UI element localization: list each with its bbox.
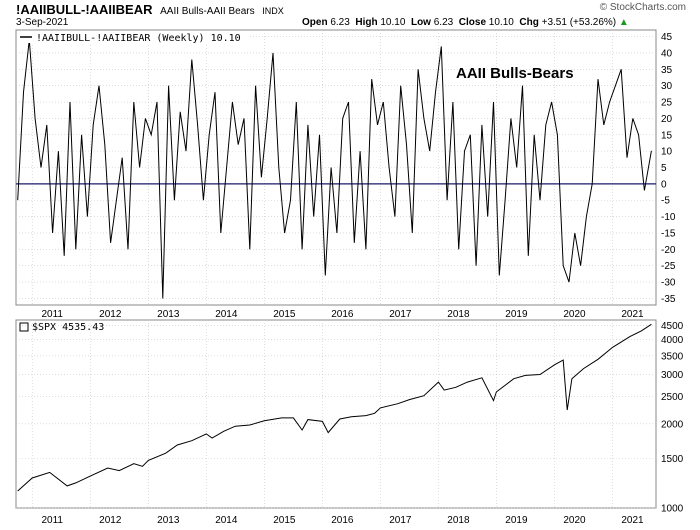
symbol: !AAIIBULL-!AAIIBEAR: [16, 2, 153, 17]
x-tick-label-spx: 2011: [41, 515, 63, 526]
x-tick-label-sentiment: 2011: [41, 309, 63, 320]
chart-title: !AAIIBULL-!AAIIBEAR AAII Bulls-AAII Bear…: [16, 2, 284, 17]
x-tick-label-sentiment: 2016: [331, 309, 354, 320]
high-label: High: [355, 17, 378, 28]
close-label: Close: [458, 17, 487, 28]
x-tick-label-spx: 2015: [273, 515, 296, 526]
open-label: Open: [302, 17, 328, 28]
y-tick-label-sentiment: 5: [661, 163, 667, 174]
chg-value: +3.51 (+53.26%): [541, 17, 617, 28]
low-value: 6.23: [433, 17, 454, 28]
x-tick-label-spx: 2019: [505, 515, 528, 526]
y-tick-label-sentiment: 40: [661, 48, 673, 59]
x-tick-label-spx: 2012: [99, 515, 122, 526]
y-tick-label-sentiment: 15: [661, 130, 673, 141]
low-label: Low: [410, 17, 431, 28]
y-tick-label-spx: 3500: [661, 351, 684, 362]
y-tick-label-sentiment: -35: [661, 294, 676, 305]
up-triangle-icon: ▲: [618, 17, 629, 28]
y-tick-label-sentiment: -10: [661, 212, 676, 223]
y-tick-label-spx: 3000: [661, 370, 684, 381]
x-tick-label-sentiment: 2019: [505, 309, 528, 320]
stockcharts-logo: © StockCharts.com: [599, 2, 686, 13]
y-tick-label-spx: 1500: [661, 454, 684, 465]
y-tick-label-sentiment: 45: [661, 32, 673, 43]
x-tick-label-sentiment: 2012: [99, 309, 122, 320]
annotation-aaii: AAII Bulls-Bears: [456, 65, 574, 82]
y-tick-label-sentiment: -25: [661, 261, 676, 272]
x-tick-label-spx: 2021: [621, 515, 644, 526]
x-tick-label-spx: 2020: [563, 515, 586, 526]
series-line-spx: [17, 323, 652, 492]
y-tick-label-sentiment: -5: [661, 196, 670, 207]
x-tick-label-spx: 2014: [215, 515, 238, 526]
x-tick-label-spx: 2016: [331, 515, 354, 526]
y-tick-label-sentiment: 25: [661, 98, 673, 109]
open-value: 6.23: [330, 17, 350, 28]
x-tick-label-sentiment: 2015: [273, 309, 296, 320]
y-tick-label-spx: 1000: [661, 504, 684, 515]
legend-swatch-spx: [19, 322, 29, 332]
x-tick-label-sentiment: 2021: [621, 309, 644, 320]
y-tick-label-sentiment: 20: [661, 114, 673, 125]
x-tick-label-sentiment: 2020: [563, 309, 586, 320]
quote-summary: Open 6.23 High 10.10 Low 6.23 Close 10.1…: [302, 17, 629, 28]
x-tick-label-spx: 2017: [389, 515, 412, 526]
legend-spx: $SPX 4535.43: [32, 322, 104, 333]
y-tick-label-sentiment: 35: [661, 65, 673, 76]
x-tick-label-sentiment: 2013: [157, 309, 180, 320]
date: 3-Sep-2021: [16, 17, 69, 28]
legend-bg-sentiment: [17, 31, 249, 43]
y-tick-label-spx: 4500: [661, 321, 684, 332]
x-tick-label-spx: 2013: [157, 515, 180, 526]
y-tick-label-spx: 2000: [661, 419, 684, 430]
high-value: 10.10: [380, 17, 406, 28]
y-tick-label-sentiment: -30: [661, 278, 676, 289]
x-tick-label-sentiment: 2018: [447, 309, 470, 320]
series-line-bulls-bears: [17, 39, 652, 299]
x-tick-label-spx: 2018: [447, 515, 470, 526]
close-value: 10.10: [488, 17, 514, 28]
y-tick-label-sentiment: -20: [661, 245, 676, 256]
y-tick-label-sentiment: 10: [661, 147, 673, 158]
y-tick-label-sentiment: 30: [661, 81, 673, 92]
y-tick-label-spx: 4000: [661, 335, 684, 346]
legend-sentiment: !AAIIBULL-!AAIIBEAR (Weekly) 10.10: [36, 33, 241, 44]
x-tick-label-sentiment: 2014: [215, 309, 238, 320]
y-tick-label-sentiment: 0: [661, 179, 667, 190]
chg-label: Chg: [519, 17, 539, 28]
exchange: INDX: [262, 6, 284, 16]
symbol-description: AAII Bulls-AAII Bears: [160, 6, 255, 17]
x-tick-label-sentiment: 2017: [389, 309, 412, 320]
y-tick-label-sentiment: -15: [661, 228, 676, 239]
y-tick-label-spx: 2500: [661, 392, 684, 403]
panel-frame-spx: [15, 319, 657, 509]
